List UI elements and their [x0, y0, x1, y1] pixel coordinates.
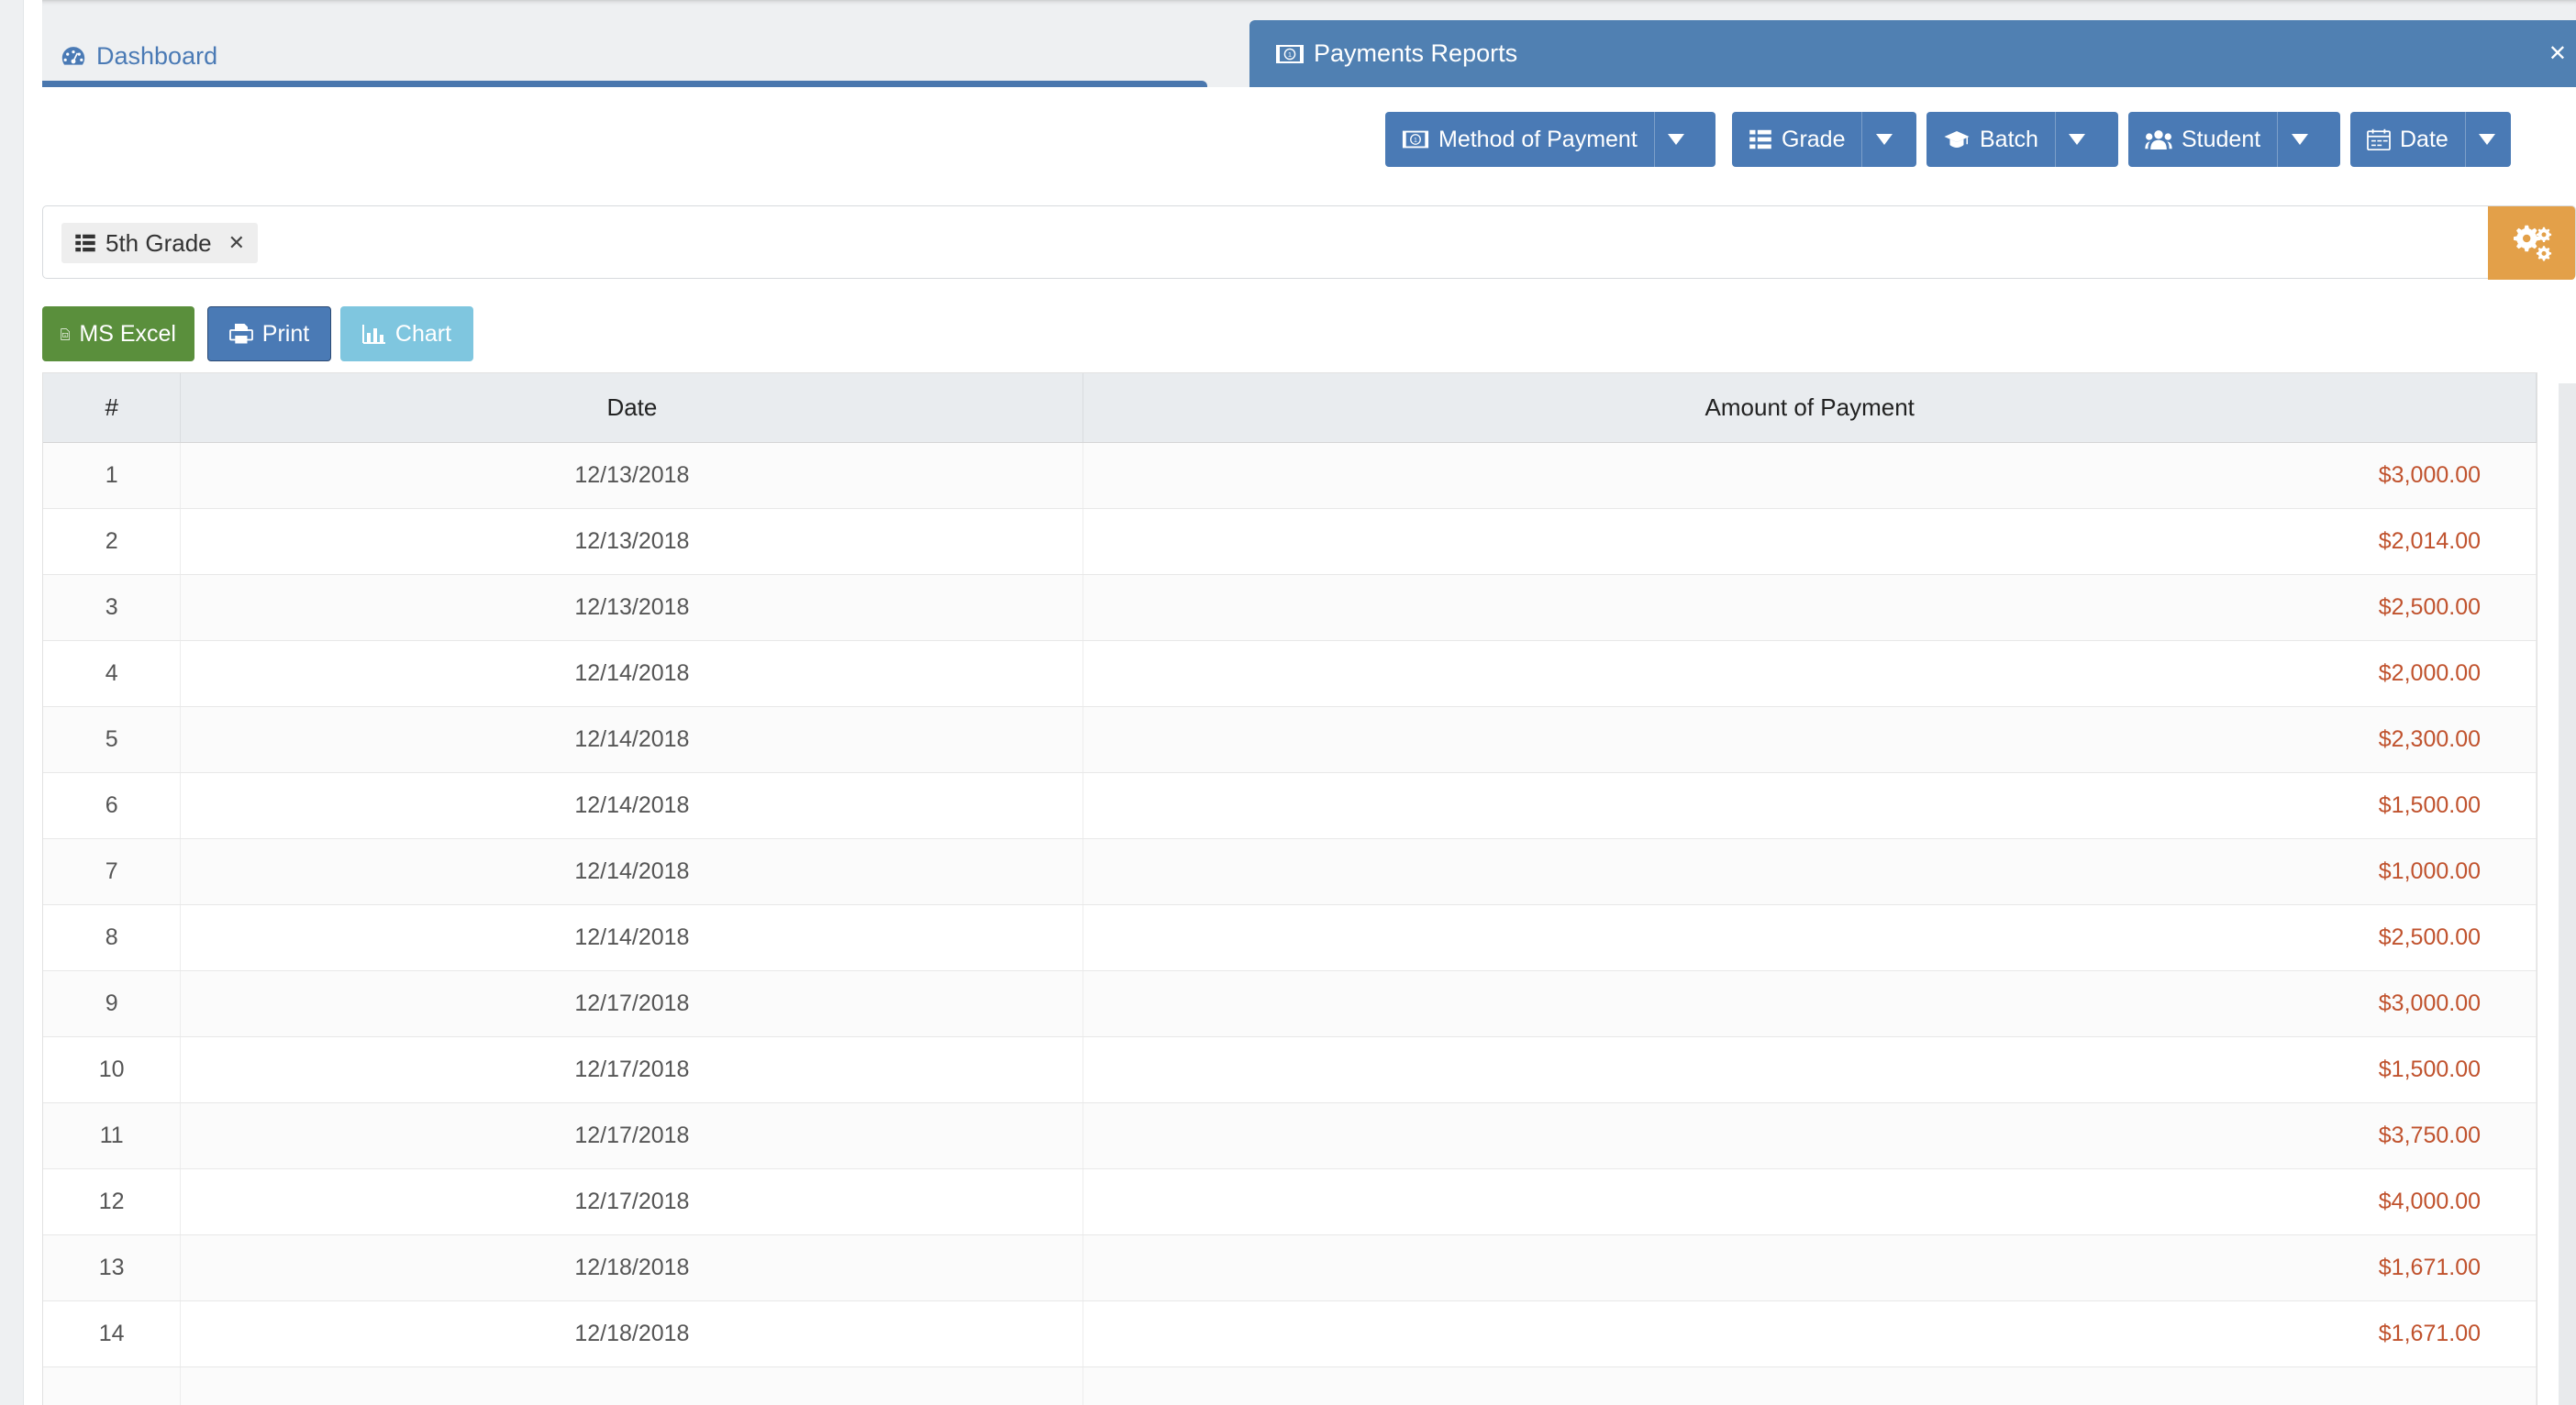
- svg-text:1: 1: [1414, 138, 1417, 144]
- svg-text:1: 1: [1288, 50, 1292, 59]
